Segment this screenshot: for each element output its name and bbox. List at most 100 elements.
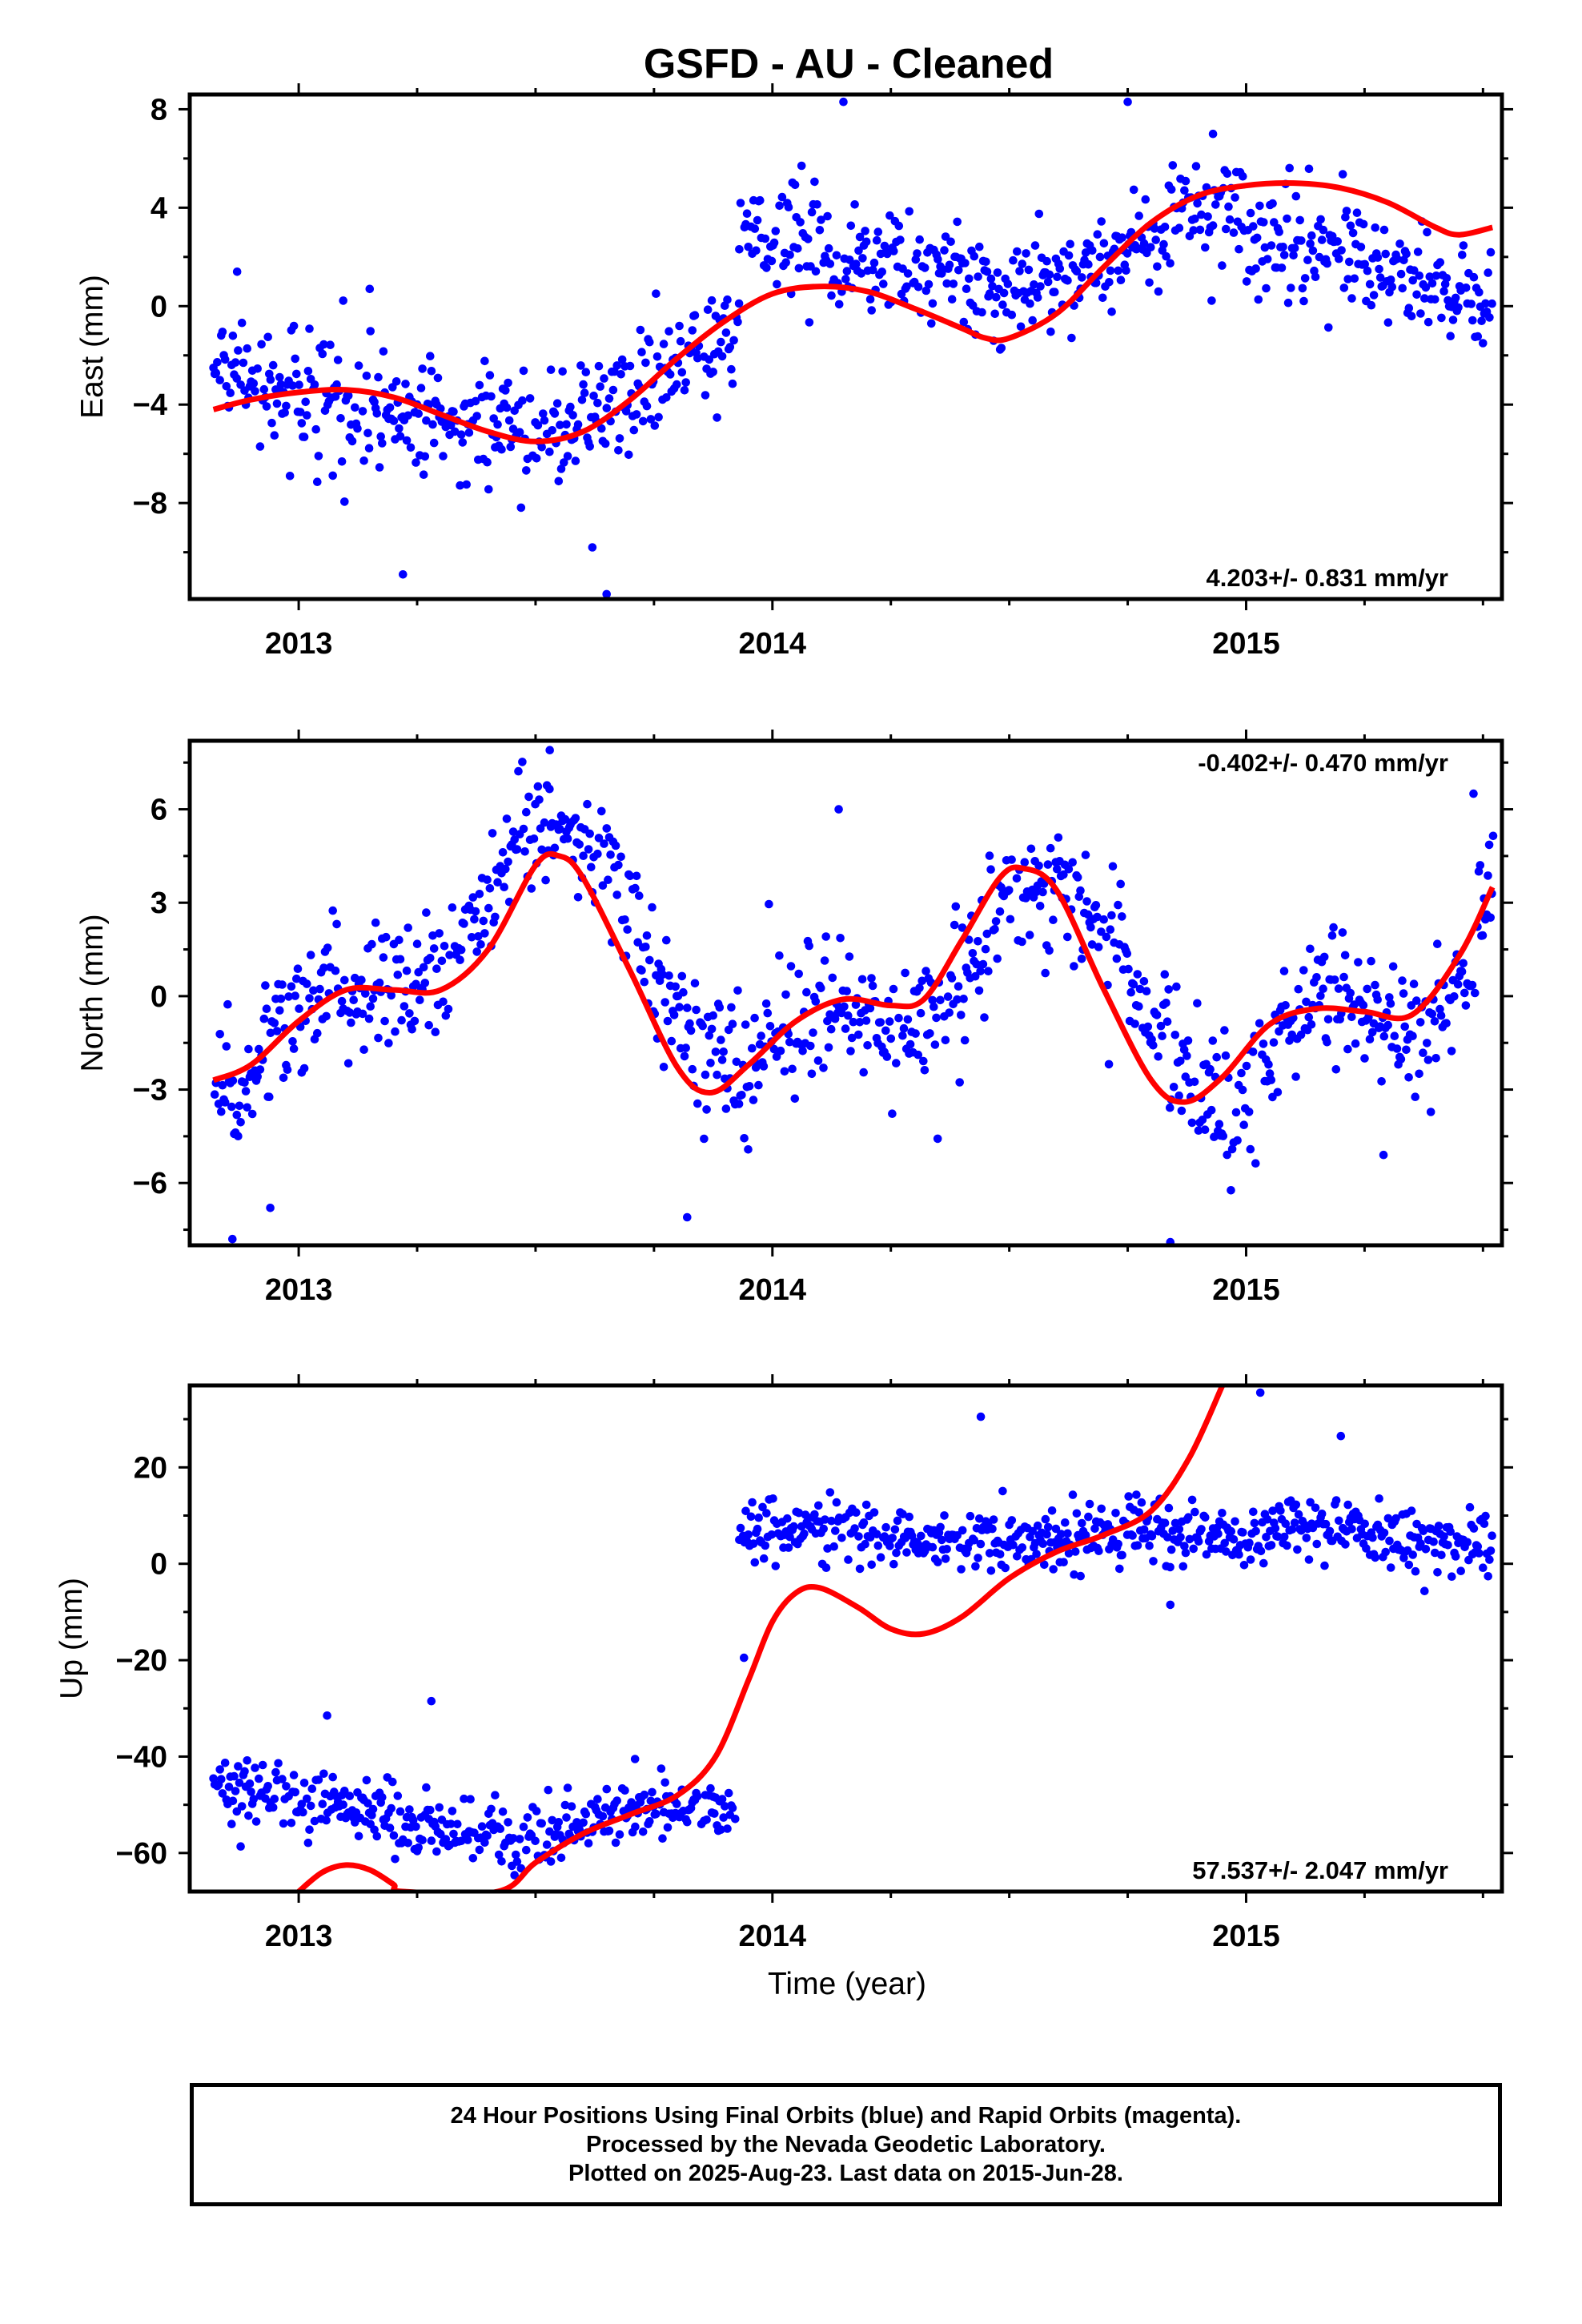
data-point [1082, 897, 1091, 906]
data-point [721, 1802, 729, 1811]
data-point [1168, 161, 1178, 170]
data-point [686, 1026, 696, 1035]
data-point [813, 200, 821, 209]
data-point [1294, 984, 1303, 994]
data-point [1170, 1031, 1180, 1039]
data-point [777, 192, 787, 202]
data-point [834, 300, 844, 309]
data-point [1107, 308, 1116, 316]
data-point [396, 955, 405, 964]
data-point [1073, 873, 1082, 882]
data-point [480, 1838, 489, 1848]
data-point [404, 923, 412, 932]
data-point [769, 1494, 777, 1503]
data-point [933, 1134, 942, 1144]
data-point [824, 243, 833, 253]
data-point [1433, 1568, 1442, 1577]
data-point [665, 370, 675, 379]
data-point [731, 1815, 740, 1823]
data-point [861, 227, 869, 235]
data-point [314, 1775, 323, 1784]
data-point [1168, 1526, 1178, 1535]
data-point [825, 259, 835, 268]
data-point [727, 364, 736, 374]
data-point [1411, 1566, 1420, 1576]
data-point [824, 1043, 833, 1052]
data-point [508, 1834, 518, 1843]
data-point [637, 348, 646, 357]
data-point [345, 1791, 355, 1800]
data-point [1265, 1069, 1275, 1078]
data-point [688, 326, 697, 335]
data-point [1461, 283, 1471, 292]
data-point [821, 932, 830, 941]
data-point [806, 1041, 815, 1051]
data-point [510, 835, 519, 844]
data-point [1352, 208, 1362, 218]
data-point [814, 1501, 823, 1510]
data-point [251, 1817, 261, 1826]
data-point [406, 443, 416, 452]
data-point [1009, 255, 1018, 265]
data-point [422, 1783, 431, 1792]
data-point [1484, 268, 1492, 277]
data-point [727, 1003, 736, 1012]
data-point [284, 992, 293, 1001]
outlier-point [1208, 129, 1218, 139]
data-point [1306, 944, 1315, 954]
data-point [842, 267, 852, 275]
data-point [1108, 862, 1118, 871]
data-point [389, 416, 399, 425]
data-point [414, 409, 423, 418]
data-point [1323, 1038, 1331, 1047]
data-point [707, 1024, 717, 1034]
data-point [483, 875, 492, 884]
data-point [1471, 988, 1480, 998]
data-point [544, 1785, 553, 1795]
data-point [767, 256, 777, 266]
data-point [1187, 1495, 1197, 1505]
data-point [237, 318, 247, 328]
data-point [307, 1784, 317, 1793]
data-point [571, 814, 580, 822]
data-point [361, 989, 370, 998]
data-point [1246, 1144, 1255, 1154]
data-point [970, 251, 979, 261]
data-point [1249, 1507, 1258, 1517]
data-point [305, 324, 314, 333]
plot-frame [187, 1383, 1504, 1894]
data-point [1360, 259, 1369, 269]
data-point [594, 361, 604, 371]
data-point [1043, 277, 1053, 287]
data-point [1407, 312, 1416, 321]
data-point [1304, 1555, 1314, 1564]
data-point [941, 1035, 950, 1045]
data-point [817, 983, 825, 993]
data-point [982, 929, 992, 939]
data-point [1077, 955, 1086, 963]
data-point [527, 884, 536, 893]
data-point [297, 1799, 307, 1809]
data-point [692, 1005, 701, 1015]
data-point [1426, 1108, 1435, 1116]
data-point [231, 1787, 240, 1795]
data-point [472, 947, 481, 956]
data-point [1363, 266, 1372, 275]
y-tick-label: 0 [151, 1548, 167, 1582]
data-point [1299, 296, 1308, 306]
data-point [645, 337, 654, 347]
data-point [744, 243, 753, 251]
data-point [287, 1819, 296, 1827]
data-point [659, 1063, 669, 1072]
data-point [941, 1554, 950, 1563]
data-point [942, 279, 951, 288]
data-point [992, 292, 1001, 302]
data-point [713, 1070, 721, 1080]
data-point [690, 311, 700, 320]
data-point [974, 986, 984, 995]
data-point [734, 1100, 744, 1108]
data-point [1346, 221, 1355, 231]
data-point [1066, 239, 1074, 249]
data-point [1338, 170, 1347, 179]
data-point [1207, 296, 1216, 305]
